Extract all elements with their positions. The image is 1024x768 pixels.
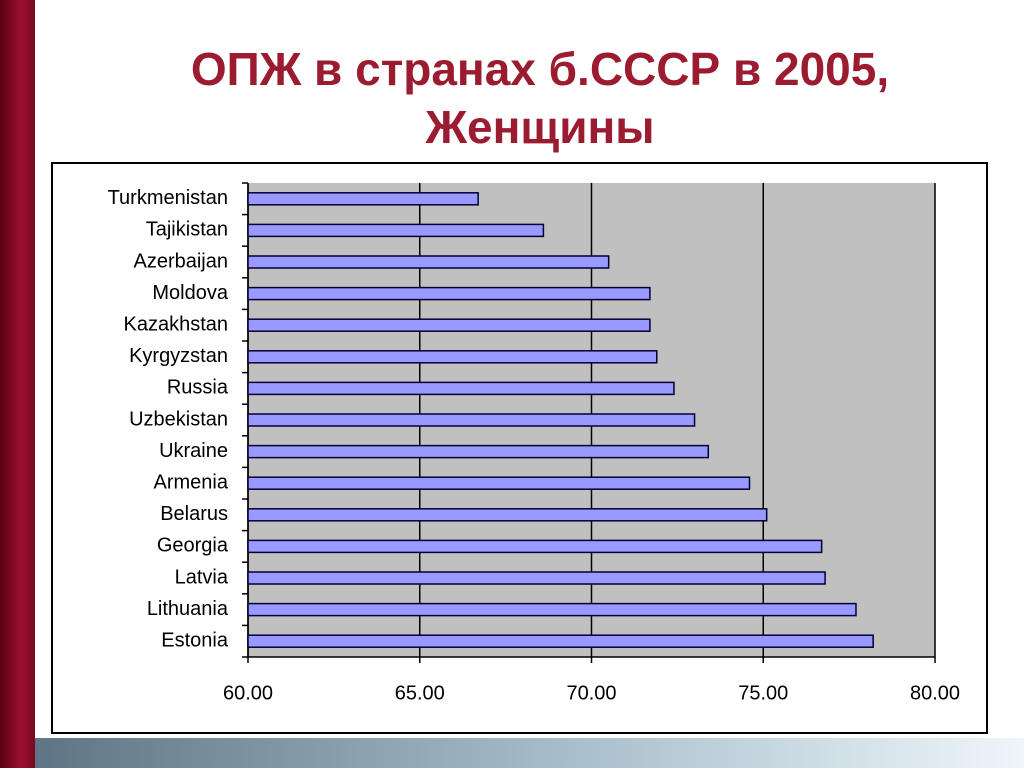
bar — [247, 602, 857, 617]
y-tick-label: Uzbekistan — [129, 408, 228, 430]
y-tick-label: Azerbaijan — [133, 250, 228, 272]
chart-title: ОПЖ в странах б.СССР в 2005, Женщины — [190, 43, 890, 153]
bar — [247, 255, 610, 269]
y-tick-label: Ukraine — [159, 440, 228, 462]
bar — [247, 381, 675, 396]
y-tick-label: Tajikistan — [146, 219, 228, 241]
bar — [247, 192, 479, 206]
bar — [247, 444, 710, 459]
y-tick-label: Latvia — [175, 566, 229, 588]
x-tick-label: 75.00 — [738, 682, 788, 704]
y-tick-label: Georgia — [157, 535, 229, 557]
bar — [247, 350, 658, 364]
bar — [247, 286, 651, 301]
bar — [247, 539, 823, 554]
bar — [247, 571, 826, 585]
y-tick-label: Estonia — [161, 629, 229, 651]
y-tick-label: Kazakhstan — [123, 313, 228, 335]
y-tick-label: Russia — [167, 377, 229, 399]
y-tick-label: Lithuania — [147, 598, 229, 620]
footer-band — [35, 738, 1024, 768]
x-tick-label: 65.00 — [395, 682, 445, 704]
x-tick-label: 60.00 — [223, 682, 273, 704]
y-tick-label: Moldova — [152, 282, 228, 304]
bar — [247, 508, 768, 522]
side-band — [0, 0, 35, 768]
y-tick-label: Belarus — [160, 503, 228, 525]
bar — [247, 318, 651, 332]
y-tick-label: Turkmenistan — [108, 187, 228, 209]
bar — [247, 413, 696, 427]
bar — [247, 634, 874, 648]
y-tick-label: Armenia — [154, 471, 229, 493]
x-tick-label: 70.00 — [566, 682, 616, 704]
bar — [247, 223, 545, 238]
x-tick-label: 80.00 — [910, 682, 960, 704]
bar — [247, 476, 751, 490]
y-tick-label: Kyrgyzstan — [129, 345, 228, 367]
